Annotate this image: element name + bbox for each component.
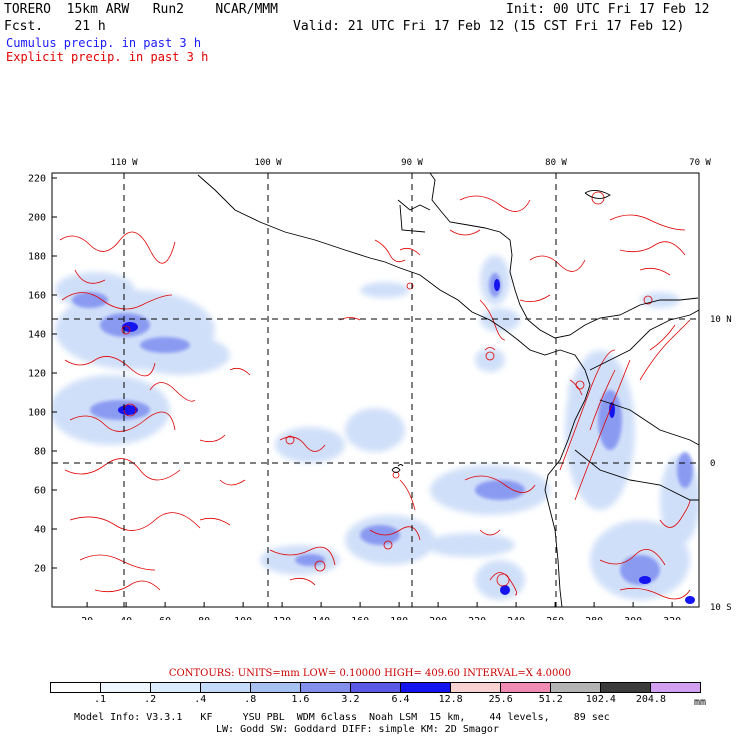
x-tick-label: 80 (198, 616, 210, 620)
lat-label-10n: 10 N (710, 315, 732, 325)
lon-label-100w: 100 W (254, 158, 282, 168)
plot-frame (51, 172, 700, 608)
y-tick-label: 200 (28, 213, 46, 224)
model-info: Model Info: V3.3.1 KF YSU PBL WDM 6class… (74, 712, 610, 723)
x-tick-label: 260 (546, 616, 564, 620)
colorbar-label: .8 (244, 694, 257, 705)
y-tick-label: 20 (34, 564, 46, 575)
lat-label-10s: 10 S (710, 603, 732, 613)
colorbar-swatch (151, 683, 201, 692)
lon-label-110w: 110 W (110, 158, 138, 168)
colorbar-label: .4 (194, 694, 207, 705)
colorbar-swatch (101, 683, 151, 692)
x-tick-label: 20 (81, 616, 93, 620)
y-tick-label: 100 (28, 408, 46, 419)
lat-label-0: 0 (710, 459, 715, 469)
y-tick-label: 140 (28, 330, 46, 341)
forecast-hour: Fcst. 21 h (4, 19, 106, 34)
explicit-precip-contours (59, 195, 691, 600)
y-tick-label: 80 (34, 447, 46, 458)
colorbar-label: 6.4 (391, 694, 410, 705)
y-tick-label: 180 (28, 252, 46, 263)
colorbar-swatch (601, 683, 651, 692)
colorbar-label: .1 (94, 694, 107, 705)
colorbar-swatch (401, 683, 451, 692)
cumulus-legend: Cumulus precip. in past 3 h (6, 36, 202, 50)
x-tick-label: 320 (663, 616, 681, 620)
coastlines (197, 173, 699, 607)
lon-label-70w: 70 W (689, 158, 711, 168)
y-tick-label: 40 (34, 525, 46, 536)
x-tick-label: 60 (159, 616, 171, 620)
colorbar-swatch (201, 683, 251, 692)
colorbar-swatch (501, 683, 551, 692)
y-axis: 20 40 60 80 100 120 140 160 180 200 220 (28, 174, 57, 575)
colorbar-unit: mm (694, 697, 707, 708)
colorbar-swatch (651, 683, 700, 692)
x-tick-label: 200 (429, 616, 447, 620)
x-tick-label: 220 (468, 616, 486, 620)
x-tick-label: 160 (351, 616, 369, 620)
y-tick-label: 120 (28, 369, 46, 380)
precip-map: 110 W 100 W 90 W 80 W 70 W 10 N 0 10 S 2… (28, 158, 732, 620)
colorbar-labels: .1 .2 .4 .8 1.6 3.2 6.4 12.8 25.6 51.2 102.4 204.8 (50, 694, 701, 706)
colorbar-label: 204.8 (635, 694, 666, 705)
colorbar-label: 25.6 (488, 694, 513, 705)
lon-label-90w: 90 W (401, 158, 423, 168)
contours-info: CONTOURS: UNITS=mm LOW= 0.10000 HIGH= 40… (168, 668, 572, 679)
y-tick-label: 220 (28, 174, 46, 185)
y-tick-label: 60 (34, 486, 46, 497)
model-title: TORERO 15km ARW Run2 NCAR/MMM (4, 2, 278, 17)
colorbar-swatch (351, 683, 401, 692)
x-tick-label: 40 (120, 616, 132, 620)
x-axis: 20 40 60 80 100 120 140 160 180 200 220 240 260 280 30… (81, 602, 681, 620)
colorbar-label: 3.2 (341, 694, 360, 705)
physics-info: LW: Godd SW: Goddard DIFF: simple KM: 2D… (216, 724, 499, 735)
colorbar-swatch (551, 683, 601, 692)
colorbar-swatch (51, 683, 101, 692)
colorbar-label: .2 (144, 694, 157, 705)
y-tick-label: 160 (28, 291, 46, 302)
x-tick-label: 280 (585, 616, 603, 620)
colorbar-swatch (301, 683, 351, 692)
x-tick-label: 180 (390, 616, 408, 620)
colorbar (50, 682, 701, 693)
x-tick-label: 120 (273, 616, 291, 620)
valid-time: Valid: 21 UTC Fri 17 Feb 12 (15 CST Fri … (293, 19, 685, 34)
x-tick-label: 240 (507, 616, 525, 620)
latlon-grid (52, 173, 699, 607)
colorbar-label: 51.2 (538, 694, 563, 705)
x-tick-label: 140 (312, 616, 330, 620)
colorbar-label: 12.8 (438, 694, 463, 705)
colorbar-swatch (251, 683, 301, 692)
cumulus-precip-heavy (118, 279, 695, 604)
lon-label-80w: 80 W (545, 158, 567, 168)
init-time: Init: 00 UTC Fri 17 Feb 12 (506, 2, 710, 17)
x-tick-label: 300 (624, 616, 642, 620)
colorbar-swatch (451, 683, 501, 692)
colorbar-label: 102.4 (585, 694, 616, 705)
colorbar-label: 1.6 (291, 694, 310, 705)
explicit-legend: Explicit precip. in past 3 h (6, 50, 209, 64)
x-tick-label: 100 (234, 616, 252, 620)
